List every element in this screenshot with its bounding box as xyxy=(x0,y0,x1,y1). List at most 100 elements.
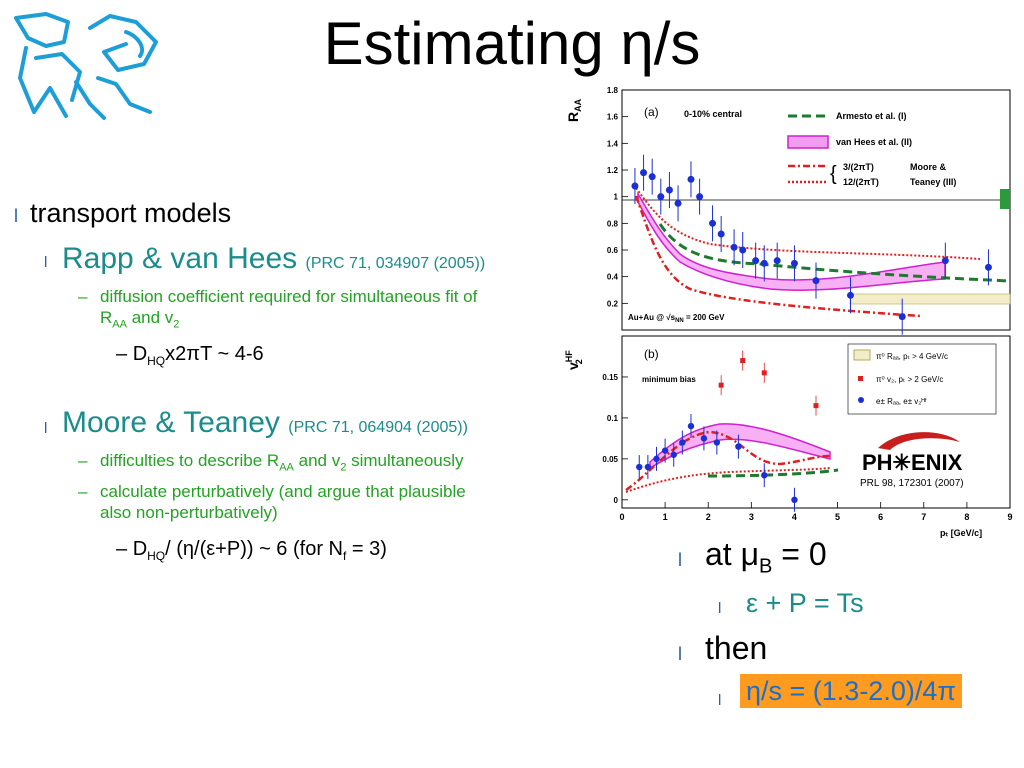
bottom-y-axis-label: vHF2 xyxy=(564,350,584,370)
v2-point xyxy=(791,496,798,504)
bullet-marker: l xyxy=(678,644,682,664)
bullet-marker: l xyxy=(718,692,722,709)
slide-title: Estimating η/s xyxy=(323,10,701,77)
x-tick-label: 1 xyxy=(663,512,668,522)
x-tick-label: 6 xyxy=(878,512,883,522)
v2-point xyxy=(636,463,643,471)
v2-point xyxy=(761,472,768,479)
bullet-mu-b: at μB = 0 xyxy=(705,536,827,578)
top-centrality: 0-10% central xyxy=(684,109,742,119)
legend-pi0-v2: π⁰ v₂, pₜ > 2 GeV/c xyxy=(876,375,943,384)
bottom-y-tick-label: 0 xyxy=(614,496,619,505)
x-tick-label: 4 xyxy=(792,512,797,522)
bottom-y-tick-label: 0.15 xyxy=(602,373,618,382)
raa-point xyxy=(790,259,798,267)
raa-point xyxy=(898,313,906,321)
green-normalization-box xyxy=(1000,189,1010,209)
bottom-panel-letter: (b) xyxy=(644,347,659,361)
v2-armesto-curve xyxy=(707,468,839,478)
bullet-marker: l xyxy=(44,254,48,271)
v2-moore-curve-1 xyxy=(625,430,831,492)
raa-point xyxy=(739,246,747,254)
raa-point xyxy=(717,230,725,238)
moore-perturbative-text: calculate perturbatively (and argue that… xyxy=(100,482,466,522)
x-tick-label: 2 xyxy=(706,512,711,522)
bullet-eps-p: ε + P = Ts xyxy=(746,588,864,618)
bullet-marker: l xyxy=(14,206,18,226)
bullet-moore: Moore & Teaney (PRC 71, 064904 (2005)) xyxy=(62,406,468,439)
legend-electron-marker xyxy=(858,397,864,403)
phenix-logo: PH✳ENIX xyxy=(862,450,963,475)
moore-sub-bullet-1: – xyxy=(78,451,88,470)
v2-moore-curve-2 xyxy=(625,467,831,493)
raa-point xyxy=(760,259,768,267)
v2-vanhees-band xyxy=(649,423,831,470)
raa-point xyxy=(730,243,738,251)
pi0-v2-point xyxy=(740,358,746,364)
top-y-tick-label: 0.4 xyxy=(607,273,619,282)
raa-point xyxy=(648,173,656,181)
legend-moore-2: 12/(2πT) xyxy=(843,177,879,187)
bullet-marker: l xyxy=(678,550,682,570)
moore-sub-bullet-2: – xyxy=(78,482,88,501)
pi0-v2-point xyxy=(761,370,767,376)
v2-point xyxy=(713,439,721,446)
v2-point xyxy=(653,455,660,463)
raa-point xyxy=(984,263,992,271)
top-y-tick-label: 1 xyxy=(614,193,619,202)
bullet-marker: l xyxy=(718,600,722,617)
top-y-tick-label: 1.4 xyxy=(607,139,619,148)
bullet-marker: l xyxy=(44,420,48,437)
legend-moore-4: Teaney (III) xyxy=(910,177,956,187)
university-logo xyxy=(14,12,158,120)
rapp-sub-bullet: – xyxy=(78,287,88,306)
x-tick-label: 0 xyxy=(619,512,624,522)
pi0-raa-band xyxy=(849,293,1011,305)
v2-point xyxy=(670,451,677,458)
bottom-legend-box xyxy=(847,343,997,415)
top-y-tick-label: 1.2 xyxy=(607,166,619,175)
raa-point xyxy=(941,257,949,265)
moore-curve-1 xyxy=(634,195,921,318)
v2-point xyxy=(687,422,695,430)
raa-point xyxy=(640,169,648,177)
raa-point xyxy=(709,219,717,227)
top-y-axis-label: RAA xyxy=(565,98,583,122)
top-data-points xyxy=(631,154,992,335)
x-tick-label: 7 xyxy=(921,512,926,522)
v2-point xyxy=(661,447,669,454)
top-y-tick-label: 0.6 xyxy=(607,246,619,255)
pi0-v2-point xyxy=(718,382,724,388)
raa-point xyxy=(696,193,704,201)
x-axis-ticks: 0 1 2 3 4 5 6 7 8 9 xyxy=(619,502,1013,522)
legend-moore-1: 3/(2πT) xyxy=(843,162,874,172)
rapp-diffusion-text: diffusion coefficient required for simul… xyxy=(100,287,478,331)
raa-point xyxy=(812,277,820,285)
legend-vanhees: van Hees et al. (II) xyxy=(836,137,912,147)
v2-point xyxy=(735,443,742,450)
x-tick-label: 3 xyxy=(749,512,754,522)
x-tick-label: 9 xyxy=(1007,512,1012,522)
prl-reference: PRL 98, 172301 (2007) xyxy=(860,478,964,489)
x-tick-label: 8 xyxy=(964,512,969,522)
top-system-label: Au+Au @ √sNN = 200 GeV xyxy=(628,313,725,324)
top-y-ticks: 1.8 1.6 1.4 1.2 1 0.8 0.6 0.4 0.2 xyxy=(607,86,628,308)
moore-dhq-formula: – DHQ/ (η/(ε+P)) ~ 6 (for Nf = 3) xyxy=(116,538,387,563)
top-y-tick-label: 1.6 xyxy=(607,113,619,122)
raa-point xyxy=(631,182,639,190)
legend-armesto: Armesto et al. (I) xyxy=(836,111,907,121)
raa-point xyxy=(665,186,673,194)
pi0-v2-point xyxy=(813,403,819,409)
bullet-rapp: Rapp & van Hees (PRC 71, 034907 (2005)) xyxy=(62,242,486,275)
armesto-curve xyxy=(658,223,1011,283)
raa-point xyxy=(773,257,781,265)
eta-s-result: η/s = (1.3-2.0)/4π xyxy=(740,674,962,708)
bottom-data-points xyxy=(636,350,819,512)
raa-point xyxy=(674,199,682,207)
bullet-then: then xyxy=(705,630,768,666)
raa-point xyxy=(687,175,695,183)
v2-point xyxy=(644,463,652,471)
raa-point xyxy=(657,193,665,201)
bottom-bias-label: minimum bias xyxy=(642,375,696,384)
bullet-transport-models: transport models xyxy=(30,198,232,228)
